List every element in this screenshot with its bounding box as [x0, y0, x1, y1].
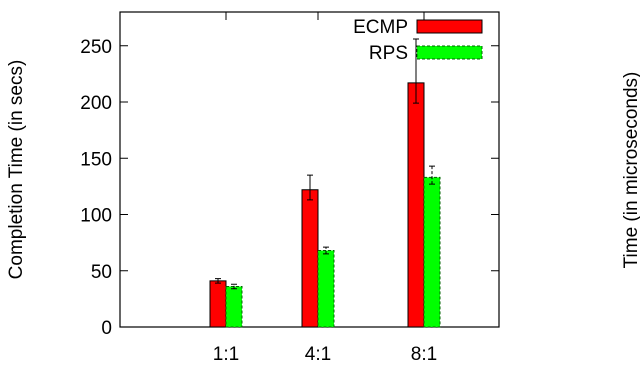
y-tick-label: 50	[91, 262, 112, 283]
right-chart-y-axis-label: Time (in microseconds)	[621, 72, 640, 269]
y-tick-label: 150	[80, 149, 112, 170]
completion-time-chart: 0 50 100 150 200 250 Completion Time (in secs)…	[6, 11, 500, 365]
bar-ecmp	[209, 280, 227, 328]
y-axis-label: Completion Time (in secs)	[6, 60, 27, 280]
legend-label-ecmp: ECMP	[353, 17, 408, 38]
bar-rps	[317, 250, 335, 328]
legend-swatch-ecmp	[416, 19, 483, 34]
bar-ecmp	[407, 82, 425, 328]
bar-rps	[423, 176, 441, 328]
y-tick-label: 250	[80, 37, 112, 58]
x-tick-label: 4:1	[305, 344, 331, 365]
bar-ecmp	[301, 189, 319, 328]
legend-swatch-rps	[416, 45, 483, 60]
x-tick-label: 8:1	[411, 344, 437, 365]
legend-label-rps: RPS	[369, 43, 408, 64]
y-tick-label: 0	[101, 318, 112, 339]
bar-rps	[225, 286, 243, 328]
y-tick-label: 200	[80, 93, 112, 114]
x-tick-label: 1:1	[213, 344, 239, 365]
y-tick-label: 100	[80, 206, 112, 227]
